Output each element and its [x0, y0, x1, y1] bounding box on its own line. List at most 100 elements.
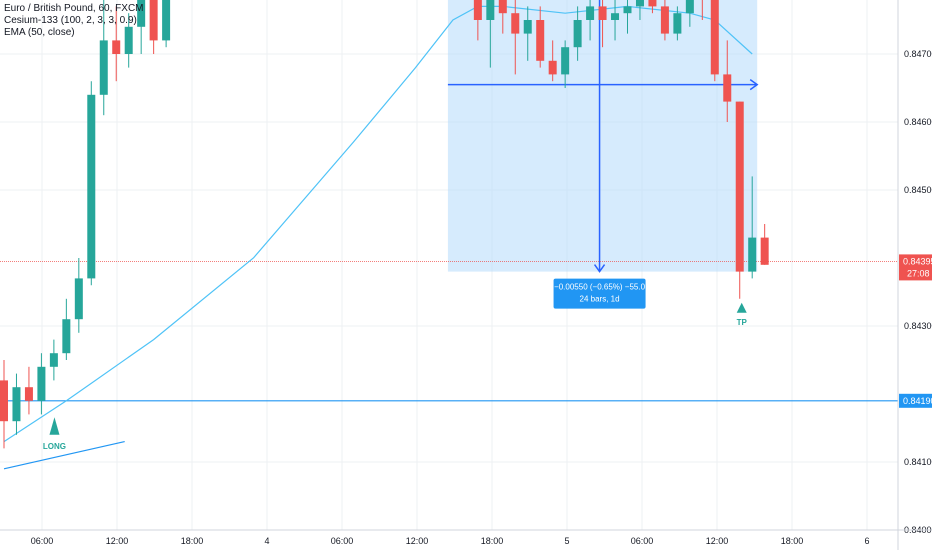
candle-body: [124, 26, 133, 54]
price-range-measure: −0.00550 (−0.65%) −55.0 24 bars, 1d: [447, 0, 759, 309]
candle-body: [710, 0, 719, 75]
candle: [511, 0, 520, 75]
candle-body: [498, 0, 507, 14]
x-tick-label: 06:00: [31, 536, 54, 546]
candle-body: [162, 0, 171, 41]
candle-body: [24, 387, 33, 401]
candle: [748, 176, 757, 279]
trendline: [3, 441, 125, 470]
candle-body: [623, 6, 632, 14]
candle: [660, 0, 669, 41]
measure-down-arrow: [593, 264, 606, 273]
current-price-label: 0.84395: [903, 256, 932, 266]
candle: [24, 366, 33, 415]
candle-body: [49, 353, 58, 367]
candle: [523, 6, 532, 61]
candle: [498, 0, 507, 34]
candle-body: [87, 94, 96, 279]
candle-body: [561, 47, 570, 75]
candles: [0, 0, 769, 449]
candle: [124, 13, 133, 68]
countdown-label: 27:08: [907, 268, 930, 278]
candle-body: [473, 0, 482, 20]
x-tick-label: 18:00: [781, 536, 804, 546]
candle-body: [486, 0, 495, 20]
x-tick-label: 18:00: [481, 536, 504, 546]
ema-polyline: [3, 5, 753, 443]
tp-arrow-up-icon: [736, 302, 747, 313]
candle-body: [598, 6, 607, 21]
x-tick-label: 18:00: [181, 536, 204, 546]
long-label: LONG: [43, 442, 66, 451]
candle: [648, 0, 657, 14]
candle: [473, 0, 482, 41]
candle: [635, 0, 644, 20]
long-arrow-icon: [49, 417, 60, 435]
candle: [0, 360, 8, 449]
candle-body: [635, 0, 644, 7]
candle-body: [99, 40, 108, 95]
candle: [710, 0, 719, 82]
candle-body: [748, 237, 757, 272]
candle-body: [685, 0, 694, 14]
candle-body: [723, 74, 732, 102]
candle: [701, 0, 703, 20]
candle: [74, 258, 83, 333]
x-tick-label: 06:00: [331, 536, 354, 546]
candle-body: [112, 40, 121, 54]
x-tick-label: 6: [864, 536, 869, 546]
candle: [611, 0, 620, 41]
x-tick-label: 12:00: [706, 536, 729, 546]
current-price-bg: [899, 254, 932, 281]
x-tick-label: 06:00: [631, 536, 654, 546]
candle: [586, 0, 595, 41]
candle: [623, 0, 632, 34]
candle: [486, 0, 495, 68]
ema-line: [3, 5, 753, 443]
chart-legend: Euro / British Pound, 60, FXCM Cesium-13…: [4, 3, 144, 39]
candle: [673, 6, 682, 41]
candle-body: [74, 278, 83, 320]
candle: [561, 40, 570, 88]
candle: [685, 0, 694, 27]
measure-label-bg: [553, 278, 646, 309]
measure-label-line1: −0.00550 (−0.65%) −55.0: [554, 283, 646, 292]
candle: [162, 0, 171, 48]
candle-body: [149, 0, 158, 41]
candle: [536, 6, 545, 68]
support-price-bg: [899, 393, 932, 408]
candle-body: [586, 6, 595, 21]
candle-body: [760, 237, 769, 265]
candle-body: [660, 6, 669, 34]
measure-right-arrow: [749, 78, 759, 91]
candle: [87, 81, 96, 286]
candle: [37, 353, 46, 415]
candle-body: [735, 101, 744, 272]
candle: [735, 101, 744, 299]
tp-label-bottom: TP: [737, 318, 748, 327]
candle: [723, 40, 732, 122]
x-tick-label: 12:00: [406, 536, 429, 546]
candle-body: [648, 0, 657, 7]
candle: [12, 373, 21, 435]
candle: [573, 6, 582, 61]
signal-markers: LONGSHORTTPTP: [43, 302, 748, 451]
candle-body: [536, 20, 545, 61]
candle: [99, 0, 108, 116]
x-tick-label: 4: [264, 536, 269, 546]
candle-body: [523, 20, 532, 34]
candle-body: [548, 60, 557, 75]
candle: [548, 40, 557, 82]
x-tick-label: 5: [564, 536, 569, 546]
candle-body: [573, 20, 582, 48]
candle-body: [62, 319, 71, 354]
candle: [760, 224, 769, 265]
candle-body: [511, 13, 520, 34]
